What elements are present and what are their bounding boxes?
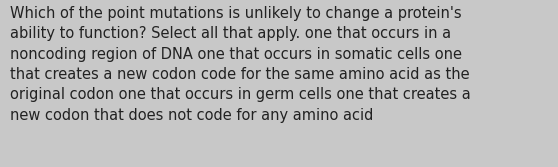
Text: Which of the point mutations is unlikely to change a protein's
ability to functi: Which of the point mutations is unlikely… (10, 6, 471, 123)
